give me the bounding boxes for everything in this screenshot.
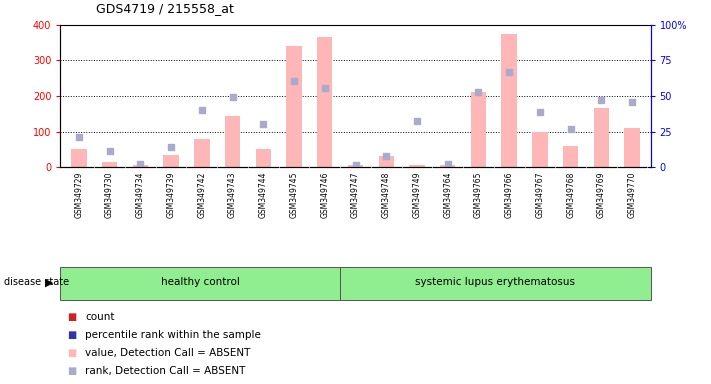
Text: ▶: ▶ xyxy=(45,278,53,288)
Text: count: count xyxy=(85,312,114,322)
Text: GSM349746: GSM349746 xyxy=(320,172,329,218)
Point xyxy=(565,126,577,132)
Bar xyxy=(194,139,210,167)
Text: ■: ■ xyxy=(68,366,77,376)
Text: GDS4719 / 215558_at: GDS4719 / 215558_at xyxy=(96,2,234,15)
FancyBboxPatch shape xyxy=(340,267,651,300)
Point xyxy=(166,144,177,150)
Text: GSM349764: GSM349764 xyxy=(443,172,452,218)
Point xyxy=(73,134,85,140)
Bar xyxy=(378,156,394,167)
Text: GSM349743: GSM349743 xyxy=(228,172,237,218)
Bar xyxy=(133,165,148,167)
Bar xyxy=(501,34,517,167)
Point xyxy=(534,109,545,115)
Text: ■: ■ xyxy=(68,348,77,358)
Bar xyxy=(594,108,609,167)
Text: GSM349729: GSM349729 xyxy=(75,172,83,218)
Text: GSM349748: GSM349748 xyxy=(382,172,391,218)
Bar xyxy=(563,146,578,167)
Text: GSM349749: GSM349749 xyxy=(412,172,422,218)
Text: value, Detection Call = ABSENT: value, Detection Call = ABSENT xyxy=(85,348,251,358)
Bar xyxy=(71,149,87,167)
Text: ■: ■ xyxy=(68,312,77,322)
Point xyxy=(134,161,146,167)
Point xyxy=(196,107,208,113)
Point xyxy=(319,85,331,91)
Point xyxy=(596,97,607,103)
Text: GSM349769: GSM349769 xyxy=(597,172,606,218)
Bar xyxy=(533,131,547,167)
Bar xyxy=(624,128,640,167)
Point xyxy=(503,69,515,75)
Point xyxy=(227,94,238,100)
Bar xyxy=(164,155,178,167)
Point xyxy=(473,89,484,95)
Text: ■: ■ xyxy=(68,330,77,340)
Text: systemic lupus erythematosus: systemic lupus erythematosus xyxy=(415,278,575,288)
Point xyxy=(411,118,422,124)
Text: GSM349747: GSM349747 xyxy=(351,172,360,218)
Text: GSM349745: GSM349745 xyxy=(289,172,299,218)
FancyBboxPatch shape xyxy=(60,267,340,300)
Bar xyxy=(256,149,271,167)
Bar xyxy=(471,93,486,167)
Text: GSM349734: GSM349734 xyxy=(136,172,145,218)
Text: GSM349742: GSM349742 xyxy=(198,172,206,218)
Text: GSM349770: GSM349770 xyxy=(628,172,636,218)
Bar xyxy=(225,116,240,167)
Bar xyxy=(102,162,117,167)
Point xyxy=(257,121,269,127)
Bar xyxy=(317,37,333,167)
Text: GSM349766: GSM349766 xyxy=(505,172,513,218)
Point xyxy=(104,148,115,154)
Point xyxy=(380,153,392,159)
Text: healthy control: healthy control xyxy=(161,278,240,288)
Text: GSM349739: GSM349739 xyxy=(166,172,176,218)
Text: GSM349730: GSM349730 xyxy=(105,172,114,218)
Bar xyxy=(348,165,363,167)
Text: GSM349767: GSM349767 xyxy=(535,172,545,218)
Text: disease state: disease state xyxy=(4,278,69,288)
Bar xyxy=(287,46,301,167)
Point xyxy=(350,162,361,168)
Bar xyxy=(410,165,424,167)
Point xyxy=(626,99,638,106)
Point xyxy=(289,78,300,84)
Text: GSM349765: GSM349765 xyxy=(474,172,483,218)
Text: GSM349768: GSM349768 xyxy=(566,172,575,218)
Point xyxy=(442,161,454,167)
Text: percentile rank within the sample: percentile rank within the sample xyxy=(85,330,261,340)
Bar xyxy=(440,165,455,167)
Text: rank, Detection Call = ABSENT: rank, Detection Call = ABSENT xyxy=(85,366,246,376)
Text: GSM349744: GSM349744 xyxy=(259,172,268,218)
